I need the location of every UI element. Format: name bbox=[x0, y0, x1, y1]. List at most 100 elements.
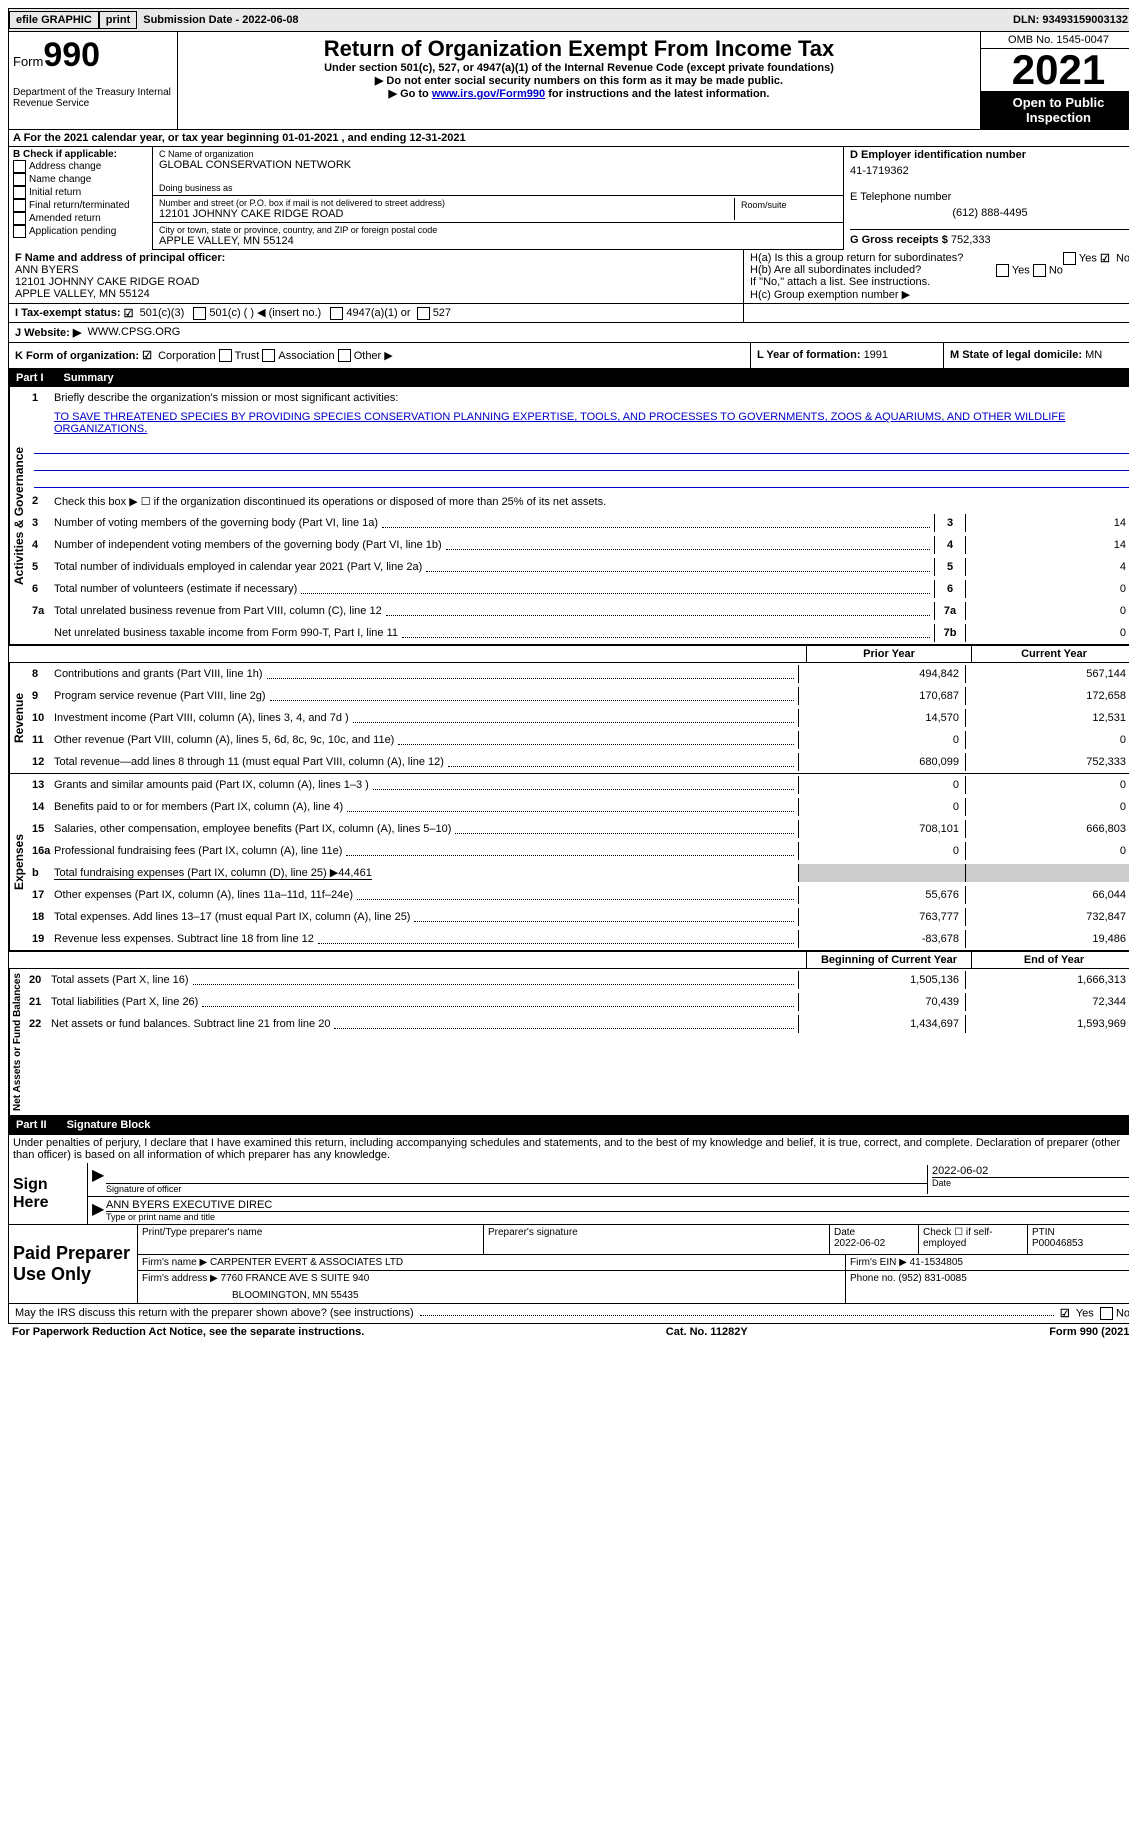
hb-yes-checkbox[interactable] bbox=[996, 264, 1009, 277]
4947-checkbox[interactable] bbox=[330, 307, 343, 320]
arrow-icon: ▶ bbox=[92, 1199, 106, 1222]
group-return-info: H(a) Is this a group return for subordin… bbox=[744, 250, 1129, 303]
mission-text: TO SAVE THREATENED SPECIES BY PROVIDING … bbox=[54, 411, 1129, 435]
irs-discuss-row: May the IRS discuss this return with the… bbox=[8, 1304, 1129, 1324]
ssn-warning: ▶ Do not enter social security numbers o… bbox=[182, 74, 976, 87]
l8-current: 567,144 bbox=[965, 665, 1129, 683]
sign-here-label: Sign Here bbox=[9, 1168, 87, 1220]
paid-preparer-section: Paid Preparer Use Only Print/Type prepar… bbox=[9, 1224, 1129, 1303]
perjury-declaration: Under penalties of perjury, I declare th… bbox=[9, 1135, 1129, 1163]
efile-label: efile GRAPHIC bbox=[9, 11, 99, 29]
l10-prior: 14,570 bbox=[798, 709, 965, 727]
entity-info: B Check if applicable: Address change Na… bbox=[8, 147, 1129, 343]
application-pending-checkbox[interactable] bbox=[13, 225, 26, 238]
org-city: APPLE VALLEY, MN 55124 bbox=[159, 235, 837, 247]
l17-current: 66,044 bbox=[965, 886, 1129, 904]
firm-phone: (952) 831-0085 bbox=[898, 1273, 966, 1284]
final-return-checkbox[interactable] bbox=[13, 199, 26, 212]
dept-label: Department of the Treasury Internal Reve… bbox=[13, 87, 173, 109]
line3-value: 14 bbox=[966, 514, 1129, 532]
l12-prior: 680,099 bbox=[798, 753, 965, 771]
signature-block: Under penalties of perjury, I declare th… bbox=[8, 1134, 1129, 1304]
org-name: GLOBAL CONSERVATION NETWORK bbox=[159, 159, 837, 171]
l19-current: 19,486 bbox=[965, 930, 1129, 948]
l17-prior: 55,676 bbox=[798, 886, 965, 904]
discuss-yes-checkbox[interactable]: ☑ bbox=[1060, 1307, 1073, 1320]
officer-name-title: ANN BYERS EXECUTIVE DIREC bbox=[106, 1199, 1129, 1211]
corp-checkbox[interactable]: ☑ bbox=[142, 349, 155, 362]
l13-current: 0 bbox=[965, 776, 1129, 794]
main-title: Return of Organization Exempt From Incom… bbox=[182, 36, 976, 62]
top-toolbar: efile GRAPHIC print Submission Date - 20… bbox=[8, 8, 1129, 32]
submission-date: Submission Date - 2022-06-08 bbox=[137, 14, 304, 26]
l14-current: 0 bbox=[965, 798, 1129, 816]
row-a-period: A For the 2021 calendar year, or tax yea… bbox=[8, 129, 1129, 147]
l21-begin: 70,439 bbox=[798, 993, 965, 1011]
line7a-value: 0 bbox=[966, 602, 1129, 620]
firm-ein: 41-1534805 bbox=[910, 1257, 963, 1268]
form-ref: Form 990 (2021) bbox=[1049, 1326, 1129, 1338]
year-box: OMB No. 1545-0047 2021 Open to Public In… bbox=[980, 32, 1129, 129]
hb-no-checkbox[interactable] bbox=[1033, 264, 1046, 277]
ha-no-checkbox[interactable]: ☑ bbox=[1100, 252, 1113, 265]
l18-prior: 763,777 bbox=[798, 908, 965, 926]
trust-checkbox[interactable] bbox=[219, 349, 232, 362]
form-of-org: K Form of organization: ☑Corporation Tru… bbox=[9, 343, 750, 369]
state-domicile: M State of legal domicile: MN bbox=[943, 343, 1129, 369]
l22-begin: 1,434,697 bbox=[798, 1015, 965, 1033]
line6-value: 0 bbox=[966, 580, 1129, 598]
l21-end: 72,344 bbox=[965, 993, 1129, 1011]
501c-checkbox[interactable] bbox=[193, 307, 206, 320]
firm-name: CARPENTER EVERT & ASSOCIATES LTD bbox=[210, 1257, 403, 1268]
website-url: WWW.CPSG.ORG bbox=[87, 326, 180, 338]
line7b-value: 0 bbox=[966, 624, 1129, 642]
address-change-checkbox[interactable] bbox=[13, 160, 26, 173]
amended-return-checkbox[interactable] bbox=[13, 212, 26, 225]
col-b-checkboxes: B Check if applicable: Address change Na… bbox=[9, 147, 152, 250]
dln: DLN: 93493159003132 bbox=[1013, 14, 1129, 26]
summary-table: Activities & Governance 1 Briefly descri… bbox=[8, 387, 1129, 1116]
501c3-checkbox[interactable]: ☑ bbox=[124, 307, 137, 320]
l9-current: 172,658 bbox=[965, 687, 1129, 705]
net-assets-label: Net Assets or Fund Balances bbox=[9, 969, 25, 1115]
line5-value: 4 bbox=[966, 558, 1129, 576]
tax-year: 2021 bbox=[981, 49, 1129, 91]
blank-line bbox=[34, 456, 1129, 471]
l15-current: 666,803 bbox=[965, 820, 1129, 838]
l20-begin: 1,505,136 bbox=[798, 971, 965, 989]
l9-prior: 170,687 bbox=[798, 687, 965, 705]
l15-prior: 708,101 bbox=[798, 820, 965, 838]
form-number-box: Form990 Department of the Treasury Inter… bbox=[9, 32, 178, 129]
part2-header: Part II Signature Block bbox=[8, 1116, 1129, 1134]
l19-prior: -83,678 bbox=[798, 930, 965, 948]
subtitle: Under section 501(c), 527, or 4947(a)(1)… bbox=[182, 62, 976, 74]
initial-return-checkbox[interactable] bbox=[13, 186, 26, 199]
revenue-label: Revenue bbox=[9, 663, 28, 773]
activities-governance-label: Activities & Governance bbox=[9, 387, 28, 644]
ha-yes-checkbox[interactable] bbox=[1063, 252, 1076, 265]
irs-link[interactable]: www.irs.gov/Form990 bbox=[432, 88, 545, 100]
l13-prior: 0 bbox=[798, 776, 965, 794]
col-d-ein: D Employer identification number 41-1719… bbox=[844, 147, 1129, 250]
preparer-date: 2022-06-02 bbox=[834, 1238, 914, 1249]
discuss-no-checkbox[interactable] bbox=[1100, 1307, 1113, 1320]
l11-prior: 0 bbox=[798, 731, 965, 749]
ptin: P00046853 bbox=[1032, 1238, 1129, 1249]
name-change-checkbox[interactable] bbox=[13, 173, 26, 186]
officer-name: ANN BYERS bbox=[15, 264, 737, 276]
begin-end-header: Beginning of Current Year End of Year bbox=[9, 951, 1129, 969]
l16a-current: 0 bbox=[965, 842, 1129, 860]
tax-exempt-status: I Tax-exempt status: ☑501(c)(3) 501(c) (… bbox=[9, 304, 744, 322]
527-checkbox[interactable] bbox=[417, 307, 430, 320]
website-row: J Website: ▶ WWW.CPSG.ORG bbox=[9, 323, 1129, 342]
org-street: 12101 JOHNNY CAKE RIDGE ROAD bbox=[159, 208, 734, 220]
officer-info: F Name and address of principal officer:… bbox=[9, 250, 744, 303]
telephone: (612) 888-4495 bbox=[850, 203, 1129, 229]
print-button[interactable]: print bbox=[99, 11, 137, 29]
assoc-checkbox[interactable] bbox=[262, 349, 275, 362]
form-header: Form990 Department of the Treasury Inter… bbox=[8, 32, 1129, 129]
l14-prior: 0 bbox=[798, 798, 965, 816]
blank-line bbox=[34, 439, 1129, 454]
other-checkbox[interactable] bbox=[338, 349, 351, 362]
arrow-icon: ▶ bbox=[92, 1165, 106, 1194]
